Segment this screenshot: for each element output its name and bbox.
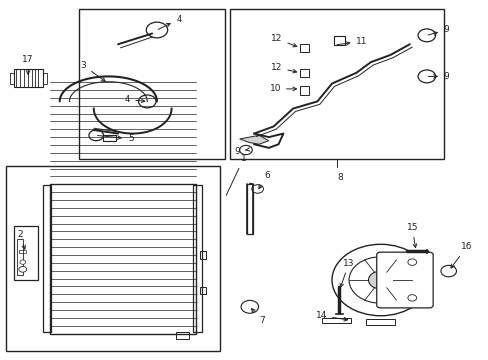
Circle shape [417,29,435,42]
Text: 11: 11 [337,37,367,46]
Text: 6: 6 [258,171,269,189]
Text: 7: 7 [251,309,264,325]
Text: 9: 9 [427,72,448,81]
Bar [14,226,38,280]
Circle shape [239,145,252,155]
Circle shape [348,257,411,303]
Circle shape [251,185,263,193]
Text: 9: 9 [233,147,249,156]
Text: 9: 9 [427,26,448,35]
Bar [300,68,308,77]
Circle shape [368,271,392,289]
Bar [50,184,196,334]
Text: 17: 17 [22,55,34,74]
Bar [300,86,308,95]
Text: 1: 1 [226,154,246,195]
Circle shape [146,22,167,38]
Text: 16: 16 [450,242,471,268]
Bar [300,44,308,52]
FancyBboxPatch shape [376,252,432,308]
Bar [42,185,51,332]
Bar [14,69,42,87]
Bar [200,251,205,258]
Circle shape [138,95,156,108]
Circle shape [407,295,416,301]
Text: 10: 10 [269,84,296,93]
Bar [176,332,188,339]
Text: 3: 3 [81,61,105,81]
Bar [103,135,116,141]
Circle shape [20,260,26,264]
Text: 12: 12 [270,63,296,73]
Circle shape [19,266,27,272]
Circle shape [407,259,416,265]
Bar [42,73,46,84]
Circle shape [417,70,435,83]
Circle shape [440,265,456,277]
Bar [366,319,394,325]
Bar [246,184,252,234]
Circle shape [331,244,428,316]
Circle shape [89,130,103,141]
Bar [229,9,443,158]
Text: 5: 5 [98,134,133,143]
Bar [322,318,351,323]
Polygon shape [239,135,268,144]
Bar [334,36,345,45]
Text: 12: 12 [270,35,296,47]
Bar [20,249,26,253]
Text: 14: 14 [315,311,347,321]
Circle shape [241,300,258,313]
Text: 8: 8 [336,173,342,182]
Bar [193,185,202,332]
Bar [17,239,23,275]
Text: 4: 4 [158,15,182,30]
Bar [6,166,220,351]
Text: 2: 2 [17,230,25,249]
Bar [10,73,14,84]
Text: 13: 13 [339,258,354,287]
Text: 4: 4 [125,95,144,104]
Bar [79,9,224,158]
Bar [200,287,205,294]
Text: 15: 15 [406,223,417,248]
